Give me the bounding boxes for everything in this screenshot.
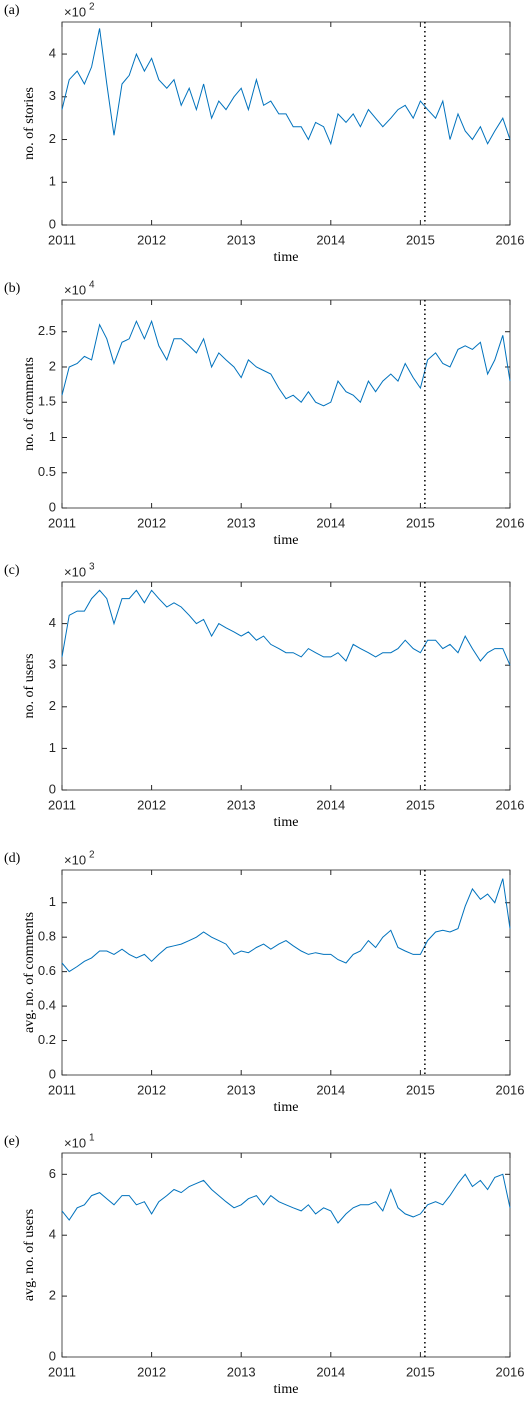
y-axis-label: no. of stories [22,87,37,160]
x-axis-label: time [274,1100,299,1115]
multiplier: ×10 [64,4,86,19]
multiplier-exponent: 2 [89,850,95,861]
x-tick-label: 2013 [227,797,256,812]
x-tick-label: 2014 [316,797,345,812]
y-tick-label: 0.2 [38,1032,56,1047]
x-tick-label: 2014 [316,1082,345,1097]
x-tick-label: 2016 [496,232,525,247]
x-tick-label: 2011 [48,797,76,812]
y-tick-label: 1.5 [38,394,56,409]
y-axis-label: avg. no. of users [22,1209,37,1301]
axes-box [61,1152,511,1358]
x-tick-label: 2011 [48,1364,76,1379]
x-tick-label: 2013 [227,232,256,247]
x-tick-label: 2012 [137,797,166,812]
x-tick-label: 2015 [406,1364,435,1379]
x-axis-label: time [274,533,299,548]
x-axis-label: time [274,1382,299,1397]
x-tick-label: 2016 [496,1364,525,1379]
y-tick-label: 6 [49,1166,56,1181]
data-line [61,28,511,146]
y-tick-label: 0 [49,216,56,231]
y-axis-label: avg. no. of comments [22,912,37,1033]
y-tick-label: 0.6 [38,963,56,978]
multiplier: ×10 [64,282,86,297]
y-tick-label: 0 [49,781,56,796]
x-tick-label: 2011 [48,1082,76,1097]
y-tick-label: 4 [49,615,56,630]
data-line [61,589,511,666]
x-tick-label: 2015 [406,1082,435,1097]
y-tick-label: 1 [49,174,56,189]
x-tick-label: 2016 [496,1082,525,1097]
y-tick-label: 0 [49,1066,56,1081]
x-tick-label: 2013 [227,515,256,530]
data-line [61,319,511,407]
y-tick-label: 0.8 [38,929,56,944]
x-tick-label: 2012 [137,515,166,530]
y-tick-label: 4 [49,45,56,60]
multiplier-exponent: 3 [89,562,95,573]
x-tick-label: 2013 [227,1364,256,1379]
y-tick-label: 2 [49,698,56,713]
multiplier: ×10 [64,1135,86,1150]
y-tick-label: 2 [49,358,56,373]
y-tick-label: 2 [49,1288,56,1303]
x-tick-label: 2014 [316,515,345,530]
panel-label: (d) [4,851,21,866]
axes-box [61,21,511,226]
multiplier-exponent: 4 [89,280,95,291]
x-tick-label: 2012 [137,1364,166,1379]
y-tick-label: 2 [49,131,56,146]
y-tick-label: 0.5 [38,464,56,479]
x-tick-label: 2015 [406,515,435,530]
x-tick-label: 2016 [496,515,525,530]
y-tick-label: 1 [49,894,56,909]
y-tick-label: 0 [49,499,56,514]
y-tick-label: 0.4 [38,998,56,1013]
y-tick-label: 0 [49,1348,56,1363]
x-tick-label: 2014 [316,1364,345,1379]
y-tick-label: 4 [49,1227,56,1242]
x-axis-label: time [274,815,299,830]
panel-label: (b) [4,281,21,296]
x-tick-label: 2015 [406,797,435,812]
panel-label: (c) [4,563,20,578]
multiplier: ×10 [64,564,86,579]
x-tick-label: 2012 [137,232,166,247]
x-tick-label: 2013 [227,1082,256,1097]
data-line [61,1173,511,1224]
y-tick-label: 1 [49,740,56,755]
y-tick-label: 2.5 [38,323,56,338]
y-axis-label: no. of comments [22,357,37,451]
axes-box [61,299,511,509]
y-tick-label: 3 [49,657,56,672]
x-tick-label: 2014 [316,232,345,247]
data-line [61,878,511,973]
multiplier: ×10 [64,852,86,867]
axes-box [61,581,511,791]
panel-label: (a) [4,3,20,18]
panel-label: (e) [4,1134,20,1149]
x-tick-label: 2011 [48,232,76,247]
x-tick-label: 2011 [48,515,76,530]
multiplier-exponent: 2 [89,2,95,13]
x-tick-label: 2012 [137,1082,166,1097]
x-tick-label: 2016 [496,797,525,812]
multiplier-exponent: 1 [89,1133,95,1144]
x-tick-label: 2015 [406,232,435,247]
y-tick-label: 3 [49,88,56,103]
y-tick-label: 1 [49,429,56,444]
axes-box [61,869,511,1076]
x-axis-label: time [274,250,299,265]
y-axis-label: no. of users [22,654,37,719]
